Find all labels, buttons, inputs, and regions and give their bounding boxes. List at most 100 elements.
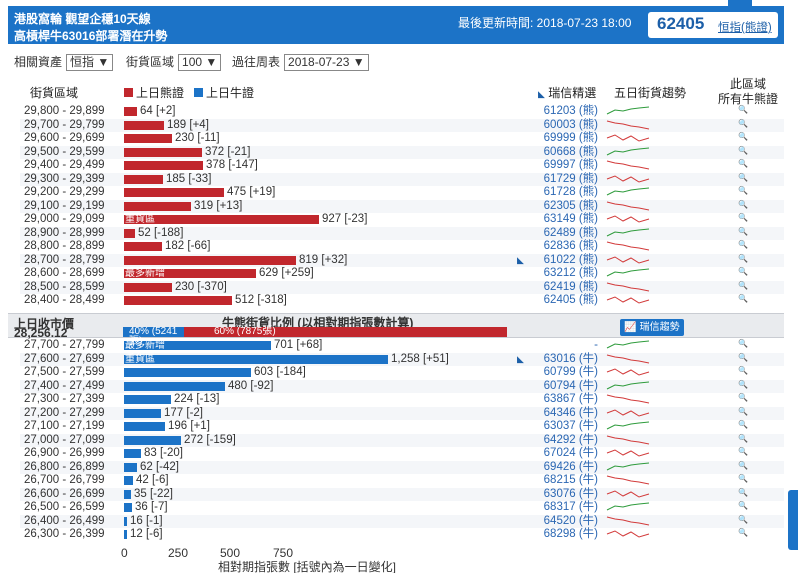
warrant-code-link[interactable]: 60799 (牛) xyxy=(543,366,598,378)
table-row: 27,700 - 27,799 最多新增 701 [+68] - 🔍 xyxy=(20,339,784,352)
warrant-code-link[interactable]: 67024 (牛) xyxy=(543,447,598,459)
ratio-title: 牛熊街貨比例 (以相對期指張數計算) xyxy=(222,316,414,330)
warrant-code-link[interactable]: 68317 (牛) xyxy=(543,501,598,513)
warrant-code-link[interactable]: 61022 (熊) xyxy=(543,253,598,266)
search-icon[interactable]: 🔍 xyxy=(738,420,748,429)
warrant-code-link[interactable]: 63212 (熊) xyxy=(543,267,598,279)
search-icon[interactable]: 🔍 xyxy=(738,501,748,510)
highlight-warrant-code[interactable]: 62405 xyxy=(657,14,705,33)
search-icon[interactable]: 🔍 xyxy=(738,118,748,128)
search-icon[interactable]: 🔍 xyxy=(738,159,748,168)
column-all-line2: 所有牛熊證 xyxy=(717,92,778,106)
search-icon[interactable]: 🔍 xyxy=(738,352,748,362)
warrant-code-link[interactable]: 60668 (熊) xyxy=(543,145,598,158)
column-pick: ◣ 瑞信精選 xyxy=(538,84,596,101)
zone-range: 26,900 - 26,999 xyxy=(24,447,105,459)
zone-range: 27,700 - 27,799 xyxy=(24,339,105,351)
sparkline-path xyxy=(606,201,650,210)
warrant-code-link[interactable]: 61729 (熊) xyxy=(543,172,598,185)
search-icon[interactable]: 🔍 xyxy=(738,433,748,443)
ratio-bear-segment: 60% (7875張) xyxy=(184,327,507,337)
warrant-code-link[interactable]: 64346 (牛) xyxy=(543,406,598,419)
warrant-code-link[interactable]: 69999 (熊) xyxy=(543,132,598,144)
x-axis-tick: 500 xyxy=(220,546,241,560)
search-icon[interactable]: 🔍 xyxy=(738,339,748,348)
highlight-warrant-link[interactable]: 恒指(熊證) xyxy=(718,22,772,34)
search-icon[interactable]: 🔍 xyxy=(738,132,748,141)
sparkline-path xyxy=(606,120,650,129)
warrant-code-link[interactable]: 69997 (熊) xyxy=(543,159,598,171)
warrant-code-link[interactable]: 61728 (熊) xyxy=(543,186,598,198)
warrant-code-link[interactable]: 60003 (熊) xyxy=(543,118,598,131)
trend-sparkline xyxy=(606,530,650,538)
search-icon[interactable]: 🔍 xyxy=(738,487,748,497)
warrant-code-link[interactable]: 61203 (熊) xyxy=(543,105,598,117)
header-title-line2: 高槓桿牛63016部署潛在升勢 xyxy=(14,29,168,43)
zone-range: 27,500 - 27,599 xyxy=(24,366,105,378)
trend-button[interactable]: 📈 瑞信趨勢 xyxy=(620,319,684,336)
warrant-code-link[interactable]: 60794 (牛) xyxy=(543,379,598,392)
trend-sparkline xyxy=(606,106,650,115)
search-icon[interactable]: 🔍 xyxy=(738,186,748,195)
zone-range: 26,300 - 26,399 xyxy=(24,528,105,540)
zone-range: 29,400 - 29,499 xyxy=(24,159,105,171)
search-icon[interactable]: 🔍 xyxy=(738,528,748,537)
trend-sparkline xyxy=(606,502,650,511)
trend-sparkline xyxy=(606,296,650,304)
range-select[interactable]: 100 ▼ xyxy=(178,54,222,71)
warrant-code-link[interactable]: 63867 (牛) xyxy=(543,393,598,405)
table-row: 27,100 - 27,199 196 [+1] 63037 (牛) 🔍 xyxy=(20,420,784,433)
warrant-code-link[interactable]: 63016 (牛) xyxy=(543,352,598,365)
asset-select[interactable]: 恒指 ▼ xyxy=(66,54,114,71)
search-icon[interactable]: 🔍 xyxy=(738,199,748,209)
search-icon[interactable]: 🔍 xyxy=(738,240,748,249)
sparkline-path xyxy=(606,160,650,170)
trend-sparkline xyxy=(606,368,650,376)
warrant-code-link[interactable]: 62305 (熊) xyxy=(543,199,598,212)
table-row: 28,500 - 28,599 230 [-370] 62419 (熊) 🔍 xyxy=(20,280,784,294)
warrant-code-link[interactable]: 64292 (牛) xyxy=(543,433,598,446)
warrant-code-link[interactable]: 69426 (牛) xyxy=(543,460,598,473)
warrant-code-link[interactable]: 68215 (牛) xyxy=(543,474,598,486)
search-icon[interactable]: 🔍 xyxy=(738,105,748,114)
bull-bar xyxy=(124,530,127,539)
search-icon[interactable]: 🔍 xyxy=(738,280,748,290)
warrant-code-link[interactable]: 62489 (熊) xyxy=(543,226,598,239)
zone-range: 29,700 - 29,799 xyxy=(24,118,105,131)
warrant-code-link[interactable]: 64520 (牛) xyxy=(543,514,598,527)
week-select[interactable]: 2018-07-23 ▼ xyxy=(284,54,369,71)
warrant-code-link[interactable]: 63149 (熊) xyxy=(543,213,598,225)
side-tab-edge[interactable] xyxy=(788,490,798,550)
search-icon[interactable]: 🔍 xyxy=(738,253,748,263)
trend-sparkline xyxy=(606,201,650,210)
bar-value-label: 182 [-66] xyxy=(165,240,211,252)
search-icon[interactable]: 🔍 xyxy=(738,406,748,416)
warrant-code-link[interactable]: 62419 (熊) xyxy=(543,280,598,293)
search-icon[interactable]: 🔍 xyxy=(738,366,748,375)
search-icon[interactable]: 🔍 xyxy=(738,226,748,236)
warrant-code-link[interactable]: 62836 (熊) xyxy=(543,240,598,252)
bar-tag-label: 重貨區 xyxy=(125,214,155,225)
search-icon[interactable]: 🔍 xyxy=(738,393,748,402)
trend-sparkline xyxy=(606,174,650,183)
bear-bar xyxy=(124,174,163,184)
search-icon[interactable]: 🔍 xyxy=(738,379,748,389)
warrant-code-link[interactable]: 62405 (熊) xyxy=(543,294,598,306)
search-icon[interactable]: 🔍 xyxy=(738,447,748,456)
highlight-warrant-box[interactable]: 62405 恒指(熊證) xyxy=(648,12,778,38)
filter-controls: 相關資產 恒指 ▼ 街貨區域 100 ▼ 過往周表 2018-07-23 ▼ xyxy=(14,53,784,71)
search-icon[interactable]: 🔍 xyxy=(738,172,748,182)
search-icon[interactable]: 🔍 xyxy=(738,514,748,524)
warrant-code-link[interactable]: 68298 (牛) xyxy=(543,528,598,540)
search-icon[interactable]: 🔍 xyxy=(738,474,748,483)
search-icon[interactable]: 🔍 xyxy=(738,267,748,276)
search-icon[interactable]: 🔍 xyxy=(738,294,748,303)
sparkline-path xyxy=(606,502,650,511)
sparkline-path xyxy=(606,381,650,389)
search-icon[interactable]: 🔍 xyxy=(738,213,748,222)
search-icon[interactable]: 🔍 xyxy=(738,145,748,155)
search-icon[interactable]: 🔍 xyxy=(738,460,748,470)
sparkline-path xyxy=(606,340,650,349)
warrant-code-link[interactable]: 63076 (牛) xyxy=(543,487,598,500)
warrant-code-link[interactable]: 63037 (牛) xyxy=(543,420,598,432)
